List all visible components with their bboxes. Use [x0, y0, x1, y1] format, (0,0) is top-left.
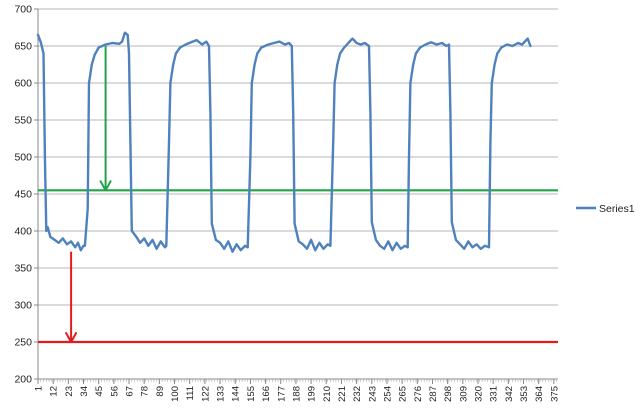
y-tick-label-400: 400 — [14, 226, 32, 238]
x-tick-label-45: 45 — [94, 386, 105, 397]
x-tick-label-133: 133 — [216, 386, 227, 402]
x-tick-label-67: 67 — [125, 386, 136, 397]
x-tick-label-353: 353 — [519, 386, 530, 402]
y-tick-label-450: 450 — [14, 189, 32, 201]
x-tick-label-23: 23 — [64, 386, 75, 397]
x-tick-label-320: 320 — [474, 386, 485, 402]
x-tick-label-89: 89 — [155, 386, 166, 397]
x-tick-label-122: 122 — [200, 386, 211, 402]
x-tick-label-265: 265 — [398, 386, 409, 402]
x-tick-label-199: 199 — [307, 386, 318, 402]
x-tick-label-111: 111 — [185, 386, 196, 400]
x-tick-label-364: 364 — [534, 386, 545, 402]
y-tick-label-200: 200 — [14, 374, 32, 386]
x-tick-label-210: 210 — [322, 386, 333, 402]
x-tick-label-221: 221 — [337, 386, 348, 402]
x-tick-label-144: 144 — [231, 386, 242, 402]
x-tick-label-276: 276 — [413, 386, 424, 402]
x-tick-label-342: 342 — [504, 386, 515, 402]
y-tick-label-350: 350 — [14, 263, 32, 275]
series-group — [36, 31, 532, 253]
x-tick-label-287: 287 — [428, 386, 439, 402]
y-tick-label-500: 500 — [14, 152, 32, 164]
x-tick-label-309: 309 — [458, 386, 469, 402]
x-tick-label-243: 243 — [367, 386, 378, 402]
y-tick-label-300: 300 — [14, 300, 32, 312]
y-tick-label-700: 700 — [14, 4, 32, 16]
y-tick-label-550: 550 — [14, 115, 32, 127]
gridlines — [38, 8, 558, 343]
x-tick-label-232: 232 — [352, 386, 363, 402]
x-tick-label-254: 254 — [382, 386, 393, 402]
x-tick-label-100: 100 — [170, 386, 181, 402]
y-tick-label-650: 650 — [14, 41, 32, 53]
x-tick-label-34: 34 — [79, 386, 90, 397]
legend: Series1 — [576, 203, 635, 215]
x-tick-label-56: 56 — [109, 386, 120, 397]
x-tick-label-166: 166 — [261, 386, 272, 402]
x-tick-label-375: 375 — [549, 386, 560, 402]
series-line-1 — [36, 31, 532, 253]
x-tick-label-177: 177 — [276, 386, 287, 402]
arrow-head-2 — [65, 332, 78, 343]
legend-label-1: Series1 — [599, 203, 635, 215]
x-tick-label-12: 12 — [49, 386, 60, 397]
x-tick-label-155: 155 — [246, 386, 257, 402]
x-tick-label-298: 298 — [443, 386, 454, 402]
arrow-head-1 — [99, 180, 112, 192]
y-tick-label-600: 600 — [14, 78, 32, 90]
annotation-arrows — [65, 46, 112, 343]
y-axis-ticks: 200 250 300 350 400 450 500 550 600 650 700 — [14, 4, 38, 386]
x-tick-label-188: 188 — [291, 386, 302, 402]
y-tick-label-250: 250 — [14, 337, 32, 349]
x-tick-label-331: 331 — [489, 386, 500, 402]
x-axis-ticks: 1 12 23 34 45 56 67 78 89 100 111 122 133 144 155 166 17… — [34, 379, 560, 402]
reference-lines — [38, 189, 558, 344]
x-tick-label-78: 78 — [140, 386, 151, 397]
x-tick-label-1: 1 — [34, 386, 45, 391]
